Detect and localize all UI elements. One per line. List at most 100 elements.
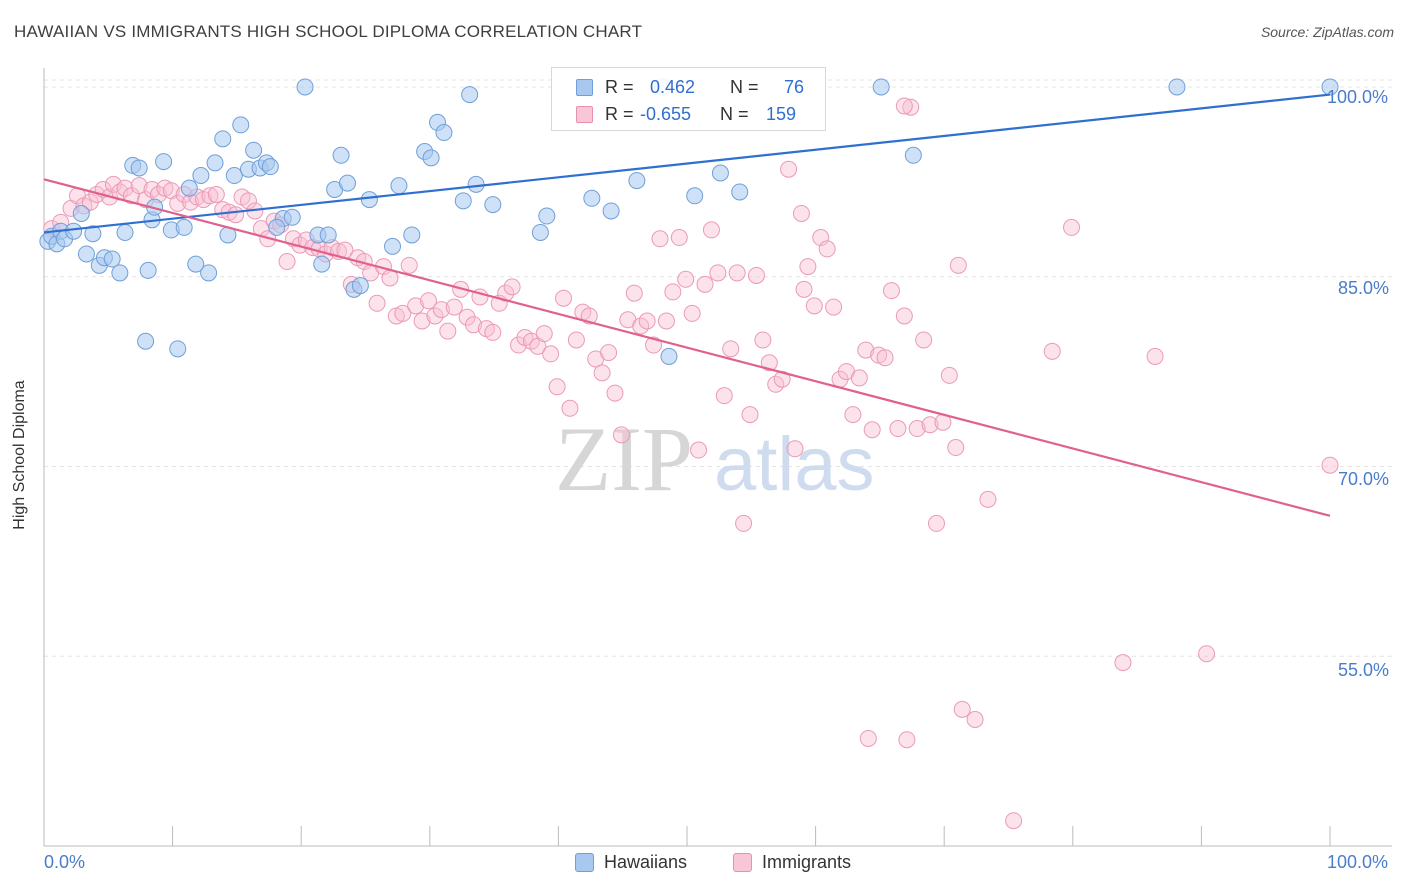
immigrants-point [400,256,418,274]
x-tick-label-min: 0.0% [44,852,86,872]
y-tick-label-70: 70.0% [1338,469,1390,489]
hawaiians-point [192,167,210,185]
hawaiians-point [111,264,129,282]
legend-row-immigrants: R = -0.655 N = 159 [576,103,796,125]
immigrants-point [825,298,843,316]
watermark: ZIP atlas [555,408,875,510]
immigrants-point [1198,645,1216,663]
immigrants-point [857,341,875,359]
hawaiians-point [461,86,479,104]
legend-item-immigrants[interactable]: Immigrants [733,852,851,873]
hawaiians-point [686,187,704,205]
immigrants-point [432,301,450,319]
immigrants-point [413,312,431,330]
immigrants-point [439,322,457,340]
hawaiians-point [711,164,729,182]
hawaiians-point [422,149,440,167]
legend-r-immigrants: -0.655 [640,103,692,124]
hawaiians-point [403,226,421,244]
hawaiians-point [628,172,646,190]
hawaiians-point [283,208,301,226]
immigrants-point [542,345,560,363]
hawaiians-point [206,154,224,172]
immigrants-point [895,97,913,115]
hawaiians-trend-line [43,93,1331,234]
immigrants-point [484,323,502,341]
immigrants-point [754,331,772,349]
immigrants-point [747,266,765,284]
immigrants-point [889,420,907,438]
immigrants-point [278,253,296,271]
hawaiians-point [130,159,148,177]
immigrants-point [947,439,965,457]
immigrants-point [898,731,916,749]
legend-swatch-immigrants [576,105,593,123]
immigrants-point [664,283,682,301]
legend-swatch-hawaiians [575,853,594,872]
immigrants-point [902,98,920,116]
immigrants-point [227,206,245,224]
immigrants-point [625,284,643,302]
immigrants-point [818,240,836,258]
immigrants-point [709,264,727,282]
immigrants-point [593,364,611,382]
immigrants-point [915,331,933,349]
hawaiians-point [187,255,205,273]
immigrants-point [882,282,900,300]
hawaiians-point [872,78,890,96]
hawaiians-point [261,158,279,176]
immigrants-point [645,336,663,354]
legend-r-label: R = [605,103,634,124]
hawaiians-point [245,141,263,159]
legend-n-immigrants: 159 [766,103,797,124]
hawaiians-point [65,222,83,240]
hawaiians-point [338,174,356,192]
hawaiians-point [137,332,155,350]
immigrants-point [239,192,257,210]
hawaiians-point [200,264,218,282]
hawaiians-point [155,153,173,171]
immigrants-point [651,230,669,248]
hawaiians-point [103,250,121,268]
legend-n-label: N = [720,103,749,124]
hawaiians-point [435,124,453,142]
immigrants-point [130,177,148,195]
immigrants-point [844,406,862,424]
immigrants-point [606,384,624,402]
hawaiians-point [390,177,408,195]
immigrants-point [535,325,553,343]
hawaiians-point [660,347,678,365]
immigrants-point [690,441,708,459]
immigrants-point [683,304,701,322]
immigrants-point [1043,342,1061,360]
hawaiians-point [583,189,601,207]
hawaiians-point [313,255,331,273]
immigrants-point [795,280,813,298]
legend-n-label: N = [730,76,759,97]
hawaiians-point [268,218,286,236]
legend-item-hawaiians[interactable]: Hawaiians [575,852,687,873]
immigrants-point [735,514,753,532]
chart-title: HAWAIIAN VS IMMIGRANTS HIGH SCHOOL DIPLO… [14,22,643,41]
hawaiians-point [538,207,556,225]
hawaiians-point [731,183,749,201]
hawaiians-point [904,146,922,164]
legend-r-hawaiians: 0.462 [650,76,696,97]
x-tick-label-max: 100.0% [1327,852,1389,872]
immigrants-point [445,298,463,316]
series-legend: Hawaiians Immigrants [0,852,1406,876]
hawaiians-point [175,218,193,236]
hawaiians-point [454,192,472,210]
hawaiians-point [116,223,134,241]
immigrants-point [895,307,913,325]
immigrants-point [876,349,894,367]
immigrants-point [612,426,630,444]
immigrants-point [799,258,817,276]
legend-swatch-hawaiians [576,78,593,96]
hawaiians-point [332,146,350,164]
immigrants-point [786,440,804,458]
y-tick-label-85: 85.0% [1338,278,1390,298]
immigrants-point [940,366,958,384]
legend-swatch-immigrants [733,853,752,872]
